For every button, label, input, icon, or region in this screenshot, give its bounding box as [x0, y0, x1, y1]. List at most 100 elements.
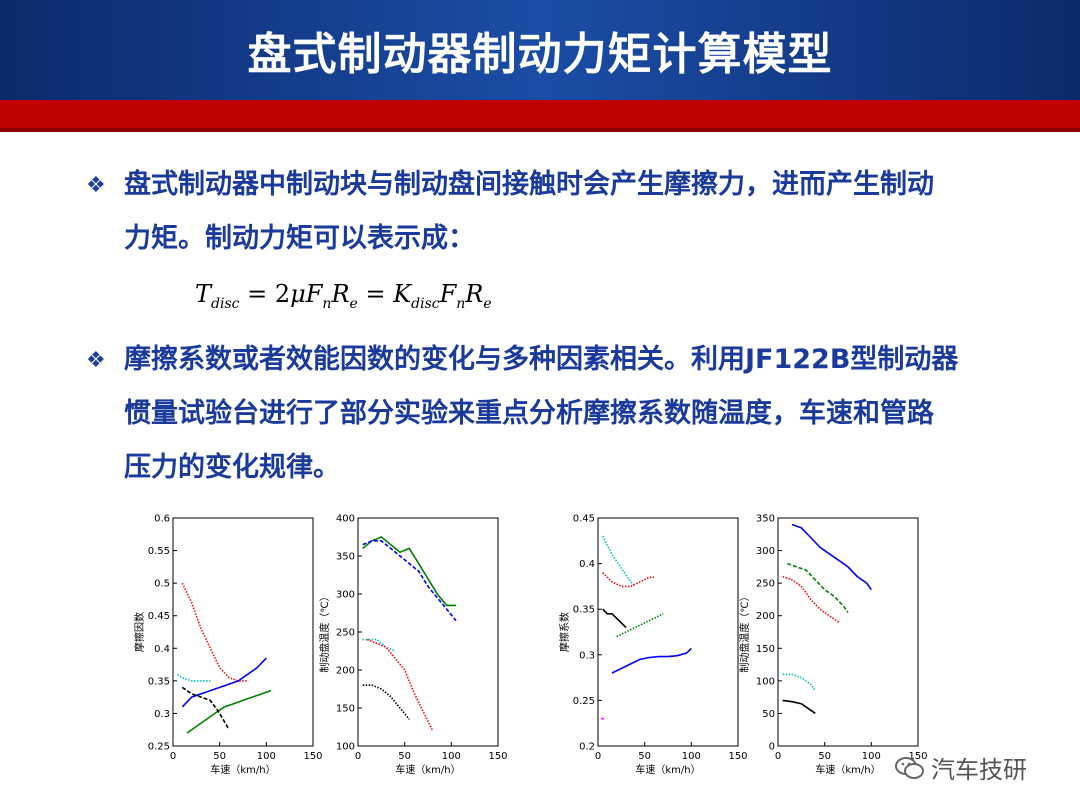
x-tick-label: 150 — [728, 751, 747, 762]
y-tick-label: 50 — [762, 709, 775, 720]
formula-lhs: T — [195, 280, 212, 308]
formula-eq1: = 2 — [247, 280, 291, 308]
plot-area — [597, 517, 739, 747]
chart-friction-factor-vs-speed: 0 50 100 150 0.25 0.3 0.35 0.4 0.45 0.5 0.55 0.6 车速（… — [133, 514, 323, 777]
series-3-line — [367, 638, 434, 732]
y-tick-label: 100 — [336, 742, 355, 753]
formula-K: K — [393, 280, 412, 308]
series-0-line — [362, 536, 456, 607]
y-tick-label: 0.2 — [579, 742, 595, 753]
x-tick-label: 0 — [170, 751, 176, 762]
x-tick-label: 0 — [775, 751, 781, 762]
series-3-line — [611, 647, 692, 674]
formula-R1: R — [331, 280, 350, 308]
series-4-line — [362, 684, 410, 720]
formula-F1-sub: n — [322, 295, 332, 312]
x-axis-label: 车速（km/h） — [210, 763, 275, 776]
bullet2-line3: 压力的变化规律。 — [124, 452, 340, 483]
wechat-icon — [895, 756, 924, 779]
y-tick-label: 0.25 — [148, 742, 170, 753]
x-tick-label: 0 — [595, 751, 601, 762]
formula-F1: F — [305, 280, 323, 308]
x-axis-label: 车速（km/h） — [815, 763, 880, 776]
series-4-line — [181, 686, 230, 731]
x-tick-label: 50 — [398, 751, 411, 762]
x-tick-label: 100 — [257, 751, 276, 762]
y-tick-label: 100 — [756, 676, 775, 687]
series-1-line — [177, 673, 211, 682]
x-tick-label: 0 — [355, 751, 361, 762]
plot-area — [777, 517, 919, 747]
chart-friction-coef-vs-speed: 0 50 100 150 0.2 0.25 0.3 0.35 0.4 0.45 车速（km/h） 摩擦… — [558, 514, 748, 777]
diamond-bullet-icon: ❖ — [86, 348, 106, 373]
x-tick-label: 150 — [908, 751, 927, 762]
series-3-line — [782, 673, 816, 692]
x-tick-label: 50 — [818, 751, 831, 762]
slide-title: 盘式制动器制动力矩计算模型 — [247, 29, 833, 80]
diamond-bullet-icon: ❖ — [86, 173, 106, 198]
bullet1-line2: 力矩。制动力矩可以表示成： — [124, 223, 475, 254]
y-axis-label: 制动盘温度（℃） — [738, 591, 751, 672]
y-tick-label: 250 — [756, 579, 775, 590]
bullet2-line2: 惯量试验台进行了部分实验来重点分析摩擦系数随温度，车速和管路 — [124, 398, 934, 429]
series-2-line — [782, 575, 840, 623]
watermark-text: 汽车技研 — [931, 756, 1027, 784]
y-axis-label: 摩擦系数 — [558, 612, 571, 652]
plot-area — [172, 517, 314, 747]
series-3-line — [186, 689, 272, 734]
chart-disc-temp-vs-speed-1: 0 50 100 150 100 150 200 250 300 350 400 车速（km/h） 制动… — [318, 514, 508, 777]
y-tick-label: 400 — [336, 514, 355, 525]
x-axis-label: 车速（km/h） — [395, 763, 460, 776]
series-0-line — [601, 535, 636, 587]
series-0-line — [181, 582, 248, 682]
y-tick-label: 0.3 — [579, 650, 595, 661]
series-2-line — [362, 638, 396, 652]
x-tick-label: 150 — [303, 751, 322, 762]
series-1-line — [362, 539, 457, 622]
header-accent-shadow — [0, 128, 1080, 132]
y-tick-label: 150 — [336, 704, 355, 715]
y-tick-label: 250 — [336, 628, 355, 639]
series-0-line — [791, 523, 872, 591]
y-axis-label: 制动盘温度（℃） — [318, 591, 331, 672]
y-tick-label: 150 — [756, 644, 775, 655]
formula-mu: μ — [290, 280, 306, 308]
bullet1-line1: 盘式制动器中制动块与制动盘间接触时会产生摩擦力，进而产生制动 — [124, 169, 934, 200]
y-tick-label: 200 — [336, 666, 355, 677]
formula-R2-sub: e — [483, 295, 492, 312]
x-tick-label: 100 — [862, 751, 881, 762]
plot-area — [357, 517, 499, 747]
series-1-line — [602, 572, 654, 588]
y-tick-label: 0.55 — [148, 546, 170, 557]
formula-lhs-sub: disc — [211, 295, 240, 312]
x-tick-label: 50 — [638, 751, 651, 762]
header-bar: 盘式制动器制动力矩计算模型 — [0, 0, 1080, 100]
torque-formula: Tdisc = 2μFnRe = KdiscFnRe — [195, 280, 492, 312]
series-4-line — [602, 608, 627, 628]
x-tick-label: 50 — [213, 751, 226, 762]
header-accent-bar — [0, 100, 1080, 128]
chart-disc-temp-vs-speed-2: 0 50 100 150 0 50 100 150 200 250 300 350 车速（km/h） 制动… — [738, 514, 928, 777]
x-tick-label: 100 — [682, 751, 701, 762]
y-tick-label: 350 — [336, 552, 355, 563]
y-tick-label: 0.5 — [154, 579, 170, 590]
y-tick-label: 0.3 — [154, 709, 170, 720]
y-tick-label: 0.45 — [573, 514, 595, 525]
series-2-line — [616, 613, 664, 638]
y-tick-label: 0.6 — [154, 514, 170, 525]
y-tick-label: 300 — [756, 546, 775, 557]
series-4-line — [782, 699, 816, 715]
series-5-point — [601, 717, 604, 720]
y-axis-label: 摩擦因数 — [133, 612, 146, 652]
formula-K-sub: disc — [411, 295, 440, 312]
y-tick-label: 350 — [756, 514, 775, 525]
y-tick-label: 0.35 — [148, 676, 170, 687]
y-tick-label: 0.4 — [154, 644, 170, 655]
bullet2-line1: 摩擦系数或者效能因数的变化与多种因素相关。利用JF122B型制动器 — [124, 344, 959, 375]
x-axis-label: 车速（km/h） — [635, 763, 700, 776]
y-tick-label: 0 — [769, 742, 775, 753]
y-tick-label: 300 — [336, 590, 355, 601]
y-tick-label: 200 — [756, 611, 775, 622]
formula-eq2: = — [365, 280, 394, 308]
formula-F2: F — [439, 280, 457, 308]
